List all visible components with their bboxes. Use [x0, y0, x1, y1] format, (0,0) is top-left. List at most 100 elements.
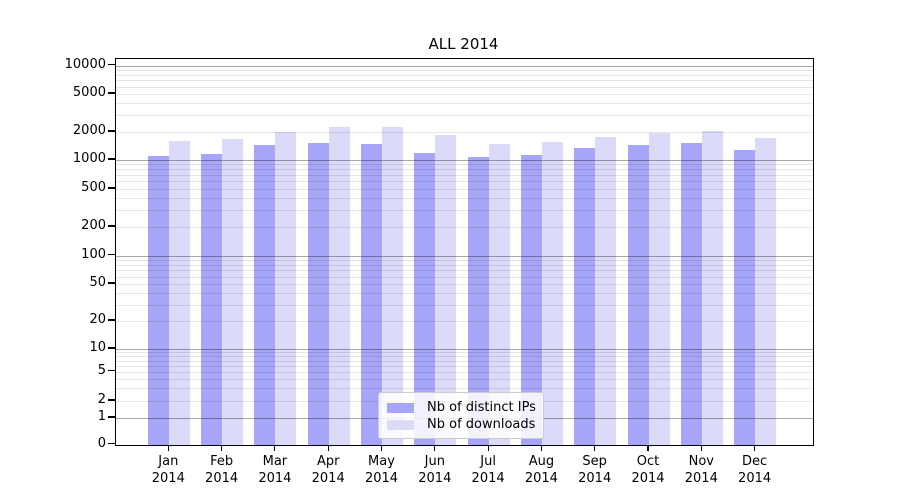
y-tick-label: 1000 — [72, 151, 106, 166]
y-tick-label: 20 — [89, 312, 106, 327]
y-tick-mark — [108, 92, 115, 94]
gridline-minor — [116, 174, 813, 176]
x-tick-label-jan: Jan 2014 — [140, 453, 196, 487]
gridline-minor — [116, 264, 813, 266]
bar-downloads-feb — [222, 139, 244, 445]
gridline-minor — [116, 284, 813, 285]
bar-downloads-may — [382, 127, 403, 445]
y-tick-label: 1 — [97, 409, 106, 424]
y-tick-mark — [108, 369, 115, 372]
x-tick-year: 2014 — [151, 470, 185, 486]
y-tick-mark — [108, 63, 115, 66]
gridline-minor — [116, 80, 813, 82]
x-tick-year: 2014 — [684, 470, 718, 486]
gridline-minor — [116, 69, 813, 71]
y-tick-label: 0 — [97, 435, 106, 451]
x-tick-month: Sep — [582, 453, 607, 469]
x-tick-month: Feb — [210, 453, 234, 469]
x-tick-label-jun: Jun 2014 — [407, 453, 463, 487]
y-tick-mark — [108, 416, 115, 418]
x-tick-label-oct: Oct 2014 — [620, 453, 676, 487]
y-tick-mark — [108, 187, 115, 189]
bar-distinct-ips-jul — [467, 156, 489, 445]
gridline-minor — [116, 164, 813, 166]
x-tick-year: 2014 — [205, 470, 239, 486]
bar-downloads-sep — [595, 137, 617, 445]
x-tick-mark — [487, 444, 489, 451]
x-tick-mark — [647, 444, 649, 451]
gridline-minor — [116, 169, 813, 171]
x-tick-mark — [700, 444, 702, 451]
x-tick-year: 2014 — [631, 470, 665, 486]
gridline-minor — [116, 181, 813, 183]
bar-downloads-mar — [275, 132, 297, 445]
bar-downloads-jun — [435, 135, 457, 445]
x-tick-year: 2014 — [364, 470, 399, 486]
x-tick-month: Mar — [262, 453, 288, 469]
gridline-minor — [116, 360, 813, 362]
bar-distinct-ips-sep — [574, 147, 596, 445]
gridline-minor — [116, 387, 813, 389]
x-tick-month: Apr — [316, 453, 340, 469]
x-tick-mark — [380, 444, 383, 451]
x-tick-label-aug: Aug 2014 — [513, 453, 569, 487]
gridline-minor — [116, 210, 813, 212]
gridline-minor — [116, 189, 813, 190]
legend-label-distinct-ips: Nb of distinct IPs — [427, 400, 536, 415]
gridline-minor — [116, 352, 813, 354]
legend-row-downloads: Nb of downloads — [387, 416, 536, 433]
x-tick-label-apr: Apr 2014 — [300, 453, 356, 487]
legend-label-downloads: Nb of downloads — [427, 417, 536, 432]
bar-distinct-ips-feb — [201, 153, 223, 445]
x-tick-mark — [167, 444, 169, 451]
legend-swatch-distinct-ips — [387, 402, 414, 413]
legend: Nb of distinct IPs Nb of downloads — [378, 392, 544, 439]
gridline-minor — [116, 94, 813, 95]
x-tick-label-jul: Jul 2014 — [460, 453, 516, 487]
x-tick-label-feb: Feb 2014 — [194, 453, 250, 487]
bar-distinct-ips-oct — [627, 144, 649, 445]
chart-title: ALL 2014 — [428, 35, 499, 53]
bar-downloads-jan — [168, 141, 190, 445]
x-tick-mark — [274, 444, 276, 451]
x-tick-year: 2014 — [418, 470, 452, 486]
bar-downloads-oct — [648, 133, 670, 445]
y-tick-mark — [108, 158, 115, 160]
gridline-major — [116, 349, 813, 350]
y-tick-label: 100 — [81, 246, 106, 262]
bar-distinct-ips-dec — [734, 150, 756, 445]
y-tick-mark — [108, 253, 115, 256]
gridline-minor — [116, 198, 813, 200]
x-tick-month: Jul — [480, 453, 496, 469]
legend-swatch-downloads — [387, 419, 414, 430]
y-tick-label: 10000 — [64, 56, 106, 72]
x-tick-month: Jan — [158, 453, 179, 469]
bar-distinct-ips-jun — [414, 152, 436, 445]
x-tick-mark — [540, 444, 542, 451]
gridline-minor — [116, 270, 813, 272]
y-tick-mark — [108, 319, 115, 321]
x-tick-mark — [327, 444, 329, 451]
bar-distinct-ips-aug — [520, 155, 542, 445]
gridline-minor — [116, 371, 813, 373]
y-tick-mark — [108, 399, 115, 401]
gridline-minor — [116, 276, 813, 278]
x-tick-year: 2014 — [524, 470, 558, 486]
x-tick-year: 2014 — [471, 470, 505, 486]
y-tick-mark — [108, 442, 115, 445]
x-tick-label-nov: Nov 2014 — [673, 453, 729, 487]
gridline-minor — [116, 132, 813, 133]
y-tick-label: 5000 — [72, 85, 106, 100]
y-tick-label: 10 — [89, 340, 106, 355]
x-tick-label-sep: Sep 2014 — [567, 453, 623, 487]
gridline-minor — [116, 356, 813, 358]
gridline-minor — [116, 86, 813, 88]
x-tick-mark — [594, 444, 596, 451]
bar-distinct-ips-mar — [254, 145, 276, 445]
bar-downloads-aug — [541, 142, 563, 445]
gridline-minor — [116, 227, 813, 228]
x-tick-mark — [221, 444, 223, 451]
bar-distinct-ips-nov — [680, 143, 702, 445]
x-tick-mark — [434, 444, 436, 451]
bar-distinct-ips-apr — [307, 142, 329, 445]
